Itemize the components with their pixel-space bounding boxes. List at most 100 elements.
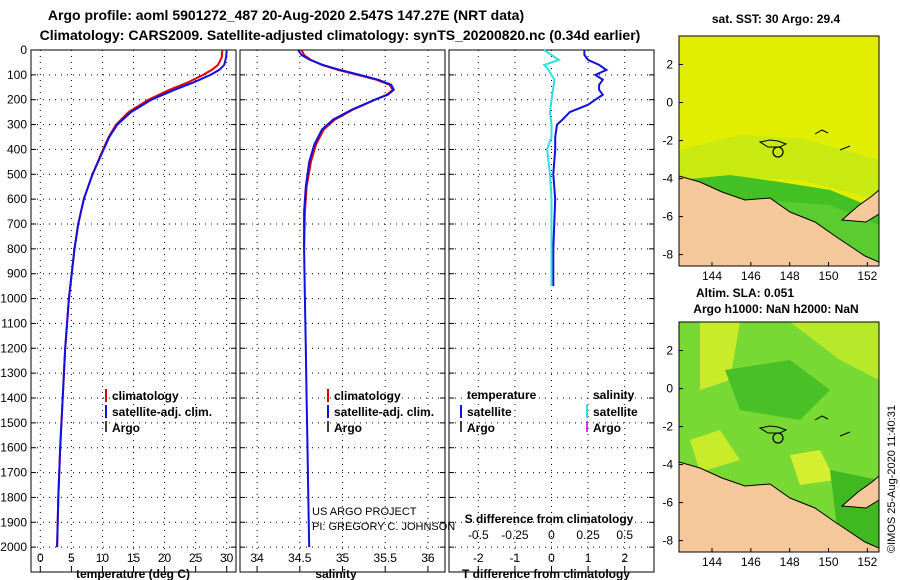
sla-yellow-4 — [790, 450, 835, 485]
map-y-tick-label: 0 — [666, 96, 673, 110]
sst-island-manus — [758, 139, 788, 148]
s-tick-label: 0.5 — [616, 528, 633, 542]
series-line-temperature-satellite — [552, 50, 609, 287]
sla-island-east — [814, 415, 851, 437]
y-tick-label: 300 — [7, 118, 27, 132]
map-x-tick-label: 146 — [741, 555, 761, 569]
y-tick-label: 600 — [7, 192, 27, 206]
s-tick-label: -0.5 — [468, 528, 489, 542]
map-x-tick-label: 150 — [818, 555, 838, 569]
map-x-tick-label: 148 — [780, 555, 800, 569]
sla-island-manus — [758, 425, 788, 434]
map-x-tick-label: 152 — [857, 269, 877, 283]
x-tick-label: 34 — [250, 551, 264, 565]
sal-legend-label-climatology: climatology — [334, 389, 401, 403]
x-tick-label: 35.5 — [374, 551, 398, 565]
y-tick-label: 1300 — [0, 366, 27, 380]
x-tick-label: 36 — [421, 551, 435, 565]
x-tick-label: 35 — [336, 551, 350, 565]
sst-map — [679, 36, 879, 266]
x-tick-label: 30 — [220, 551, 234, 565]
diff-legend-label-sal-argo: Argo — [593, 421, 621, 435]
y-tick-label: 500 — [7, 167, 27, 181]
sla-land-newbritain — [840, 475, 879, 509]
legend-label-climatology: climatology — [112, 389, 179, 403]
y-tick-label: 1500 — [0, 416, 27, 430]
map-y-tick-label: -4 — [662, 458, 673, 472]
series-line-satellite-adj-clim- — [297, 49, 396, 548]
sla-argo-marker — [772, 432, 784, 444]
y-tick-label: 800 — [7, 242, 27, 256]
sla-map-frame — [678, 321, 880, 553]
x-tick-label: 2 — [621, 551, 628, 565]
y-tick-label: 200 — [7, 93, 27, 107]
sst-land-newguinea — [679, 175, 879, 266]
y-tick-label: 2000 — [0, 540, 27, 554]
sal-legend-label-argo: Argo — [334, 421, 362, 435]
sal-legend-label-satellite: satellite-adj. clim. — [334, 405, 434, 419]
x-tick-label: -1 — [510, 551, 521, 565]
diff-legend-label-temp-argo: Argo — [467, 421, 495, 435]
diff-legend-label-sal-satellite: satellite — [593, 405, 638, 419]
legend-label-satellite: satellite-adj. clim. — [112, 405, 212, 419]
x-tick-label: 15 — [127, 551, 141, 565]
sst-argo-marker — [772, 146, 784, 158]
diff-legend-title-temperature: temperature — [467, 388, 537, 402]
sla-map — [679, 322, 879, 552]
x-tick-label: 20 — [158, 551, 172, 565]
map-y-tick-label: -6 — [662, 496, 673, 510]
map-y-tick-label: -6 — [662, 210, 673, 224]
map-y-tick-label: -8 — [662, 248, 673, 262]
map-x-tick-label: 144 — [702, 555, 722, 569]
salinity-xlabel: salinity — [315, 567, 357, 580]
s-tick-label: 0.25 — [576, 528, 600, 542]
x-tick-label: 0 — [37, 551, 44, 565]
y-tick-label: 100 — [7, 68, 27, 82]
y-tick-label: 700 — [7, 217, 27, 231]
map-y-tick-label: -2 — [662, 134, 673, 148]
y-tick-label: 0 — [20, 43, 27, 57]
y-tick-label: 1400 — [0, 391, 27, 405]
project-credit-2: PI: GREGORY C. JOHNSON — [312, 521, 455, 533]
project-credit-1: US ARGO PROJECT — [312, 506, 417, 518]
map-x-tick-label: 152 — [857, 555, 877, 569]
map-x-tick-label: 146 — [741, 269, 761, 283]
map-y-tick-label: -4 — [662, 172, 673, 186]
y-tick-label: 1800 — [0, 490, 27, 504]
x-tick-label: -2 — [473, 551, 484, 565]
x-tick-label: 34.5 — [288, 551, 312, 565]
imos-credit: ©IMOS 25-Aug-2020 11:40:31 — [886, 405, 898, 553]
map-x-tick-label: 144 — [702, 269, 722, 283]
sla-green-dark — [725, 360, 830, 420]
s-tick-label: -0.25 — [501, 528, 529, 542]
map-y-tick-label: -2 — [662, 420, 673, 434]
map-x-tick-label: 148 — [780, 269, 800, 283]
diff-legend-title-salinity: salinity — [593, 388, 635, 402]
s-difference-label: S difference from climatology — [465, 512, 634, 526]
sla-yellow-2 — [790, 322, 879, 380]
legend-label-argo: Argo — [112, 421, 140, 435]
sst-warm-band — [679, 135, 879, 200]
temperature-xlabel: temperature (deg C) — [76, 567, 190, 580]
s-tick-label: 0 — [548, 528, 555, 542]
series-line-salinity-satellite — [542, 49, 562, 287]
x-tick-label: 0 — [548, 551, 555, 565]
x-tick-label: 5 — [68, 551, 75, 565]
y-tick-label: 1100 — [1, 316, 27, 330]
diff-legend-label-temp-satellite: satellite — [467, 405, 512, 419]
sst-map-title: sat. SST: 30 Argo: 29.4 — [712, 12, 841, 26]
x-tick-label: 1 — [585, 551, 592, 565]
y-tick-label: 1700 — [0, 466, 27, 480]
map-y-tick-label: 0 — [666, 382, 673, 396]
sla-yellow-3 — [690, 430, 740, 472]
sst-map-frame — [678, 35, 880, 267]
y-tick-label: 1200 — [0, 341, 27, 355]
map-y-tick-label: 2 — [666, 344, 673, 358]
y-tick-label: 1900 — [0, 515, 27, 529]
x-tick-label: 25 — [189, 551, 203, 565]
sla-map-title-1: Altim. SLA: 0.051 — [696, 286, 794, 300]
difference-xlabel: T difference from climatology — [462, 567, 630, 580]
map-x-tick-label: 150 — [818, 269, 838, 283]
y-tick-label: 1000 — [0, 292, 27, 306]
y-tick-label: 900 — [7, 267, 27, 281]
